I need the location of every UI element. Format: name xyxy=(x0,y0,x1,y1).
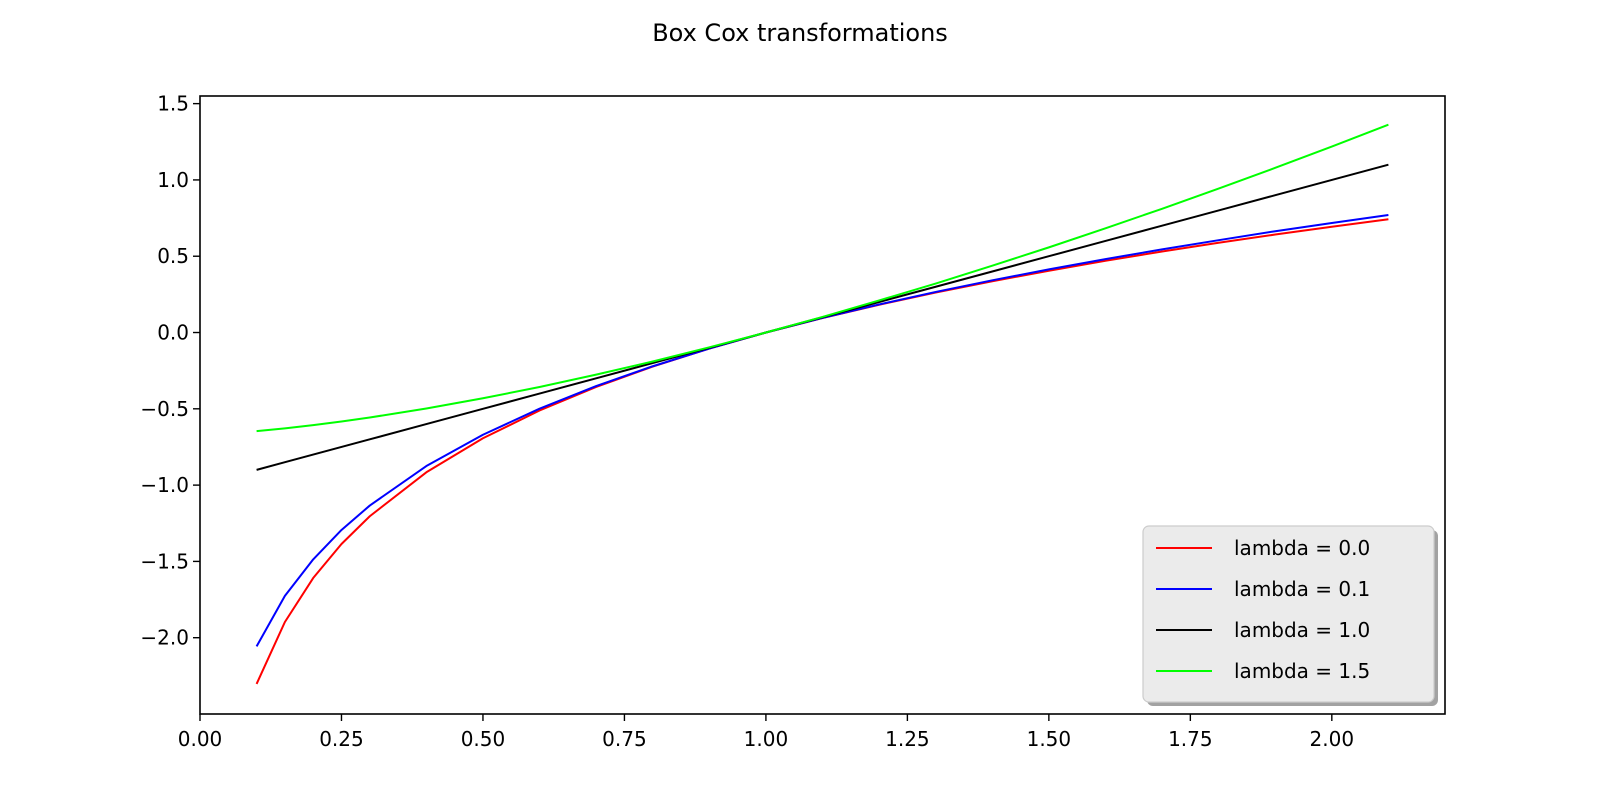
legend-box xyxy=(1142,525,1435,703)
y-tick-label: −1.5 xyxy=(140,549,189,573)
x-tick-label: 1.25 xyxy=(885,727,930,751)
legend: lambda = 0.0 lambda = 0.1 lambda = 1.0 lamb… xyxy=(1142,525,1438,706)
x-tick-label: 0.50 xyxy=(461,727,506,751)
x-axis: 0.00 0.25 0.50 0.75 1.00 1.25 1.50 1.75 2.00 xyxy=(178,714,1354,751)
y-tick-label: −0.5 xyxy=(140,397,189,421)
x-tick-label: 0.25 xyxy=(319,727,364,751)
plot-frame xyxy=(199,95,1446,715)
y-tick-label: 1.5 xyxy=(157,92,189,116)
y-tick-label: −1.0 xyxy=(140,473,189,497)
y-tick-label: −2.0 xyxy=(140,626,189,650)
series-lines xyxy=(255,123,1389,685)
y-tick-label: 1.0 xyxy=(157,168,189,192)
legend-label-1: lambda = 0.1 xyxy=(1234,577,1370,601)
chart-title: Box Cox transformations xyxy=(652,19,948,47)
legend-label-3: lambda = 1.5 xyxy=(1234,659,1370,683)
x-tick-label: 1.50 xyxy=(1027,727,1072,751)
legend-label-0: lambda = 0.0 xyxy=(1234,536,1370,560)
series-line-3 xyxy=(256,123,1389,433)
y-tick-label: 0.0 xyxy=(157,321,189,345)
x-tick-label: 1.00 xyxy=(744,727,789,751)
x-tick-label: 0.75 xyxy=(602,727,647,751)
x-tick-label: 1.75 xyxy=(1168,727,1213,751)
x-tick-label: 0.00 xyxy=(178,727,223,751)
y-axis: −2.0 −1.5 −1.0 −0.5 0.0 0.5 1.0 1.5 xyxy=(140,92,200,650)
y-tick-label: 0.5 xyxy=(157,244,189,268)
legend-items: lambda = 0.0 lambda = 0.1 lambda = 1.0 lamb… xyxy=(1156,536,1370,683)
legend-label-2: lambda = 1.0 xyxy=(1234,618,1370,642)
x-tick-label: 2.00 xyxy=(1310,727,1355,751)
